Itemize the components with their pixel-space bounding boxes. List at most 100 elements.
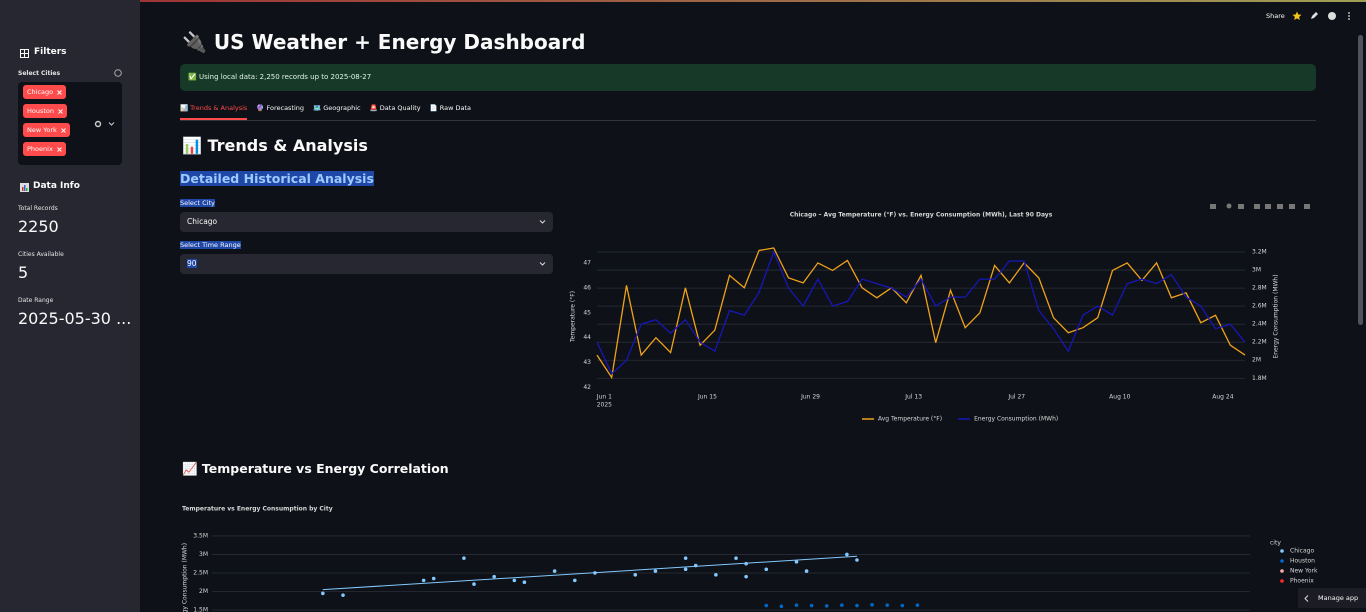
y-axis-title: Temperature (°F) — [570, 291, 577, 343]
city-tag-text: Chicago — [27, 88, 54, 96]
y2-tick-label: 2.6M — [1252, 303, 1267, 310]
scatter-point — [915, 603, 920, 607]
scatter-point — [431, 576, 436, 581]
y2-tick-label: 2.2M — [1252, 339, 1267, 346]
scrollbar[interactable] — [1358, 35, 1363, 325]
remove-icon[interactable] — [60, 127, 66, 133]
y-tick-label: 2.5M — [193, 569, 208, 576]
range-select[interactable]: 90 — [180, 254, 553, 274]
metric-value: 5 — [18, 263, 29, 282]
city-tag-text: Phoenix — [27, 145, 53, 153]
city-tag[interactable]: Phoenix — [23, 142, 66, 156]
select-value: Chicago — [187, 217, 218, 226]
city-select[interactable]: Chicago — [180, 212, 553, 232]
metric-label: Total Records — [18, 205, 58, 212]
multiselect-controls[interactable] — [94, 120, 116, 128]
select-label: Select Time Range — [180, 241, 241, 249]
legend-label: Avg Temperature (°F) — [878, 416, 942, 423]
scatter-point — [734, 556, 738, 560]
tab[interactable]: 🗺️ Geographic — [313, 104, 361, 112]
x-tick-label: Jul 27 — [1007, 394, 1025, 401]
city-tag[interactable]: Chicago — [23, 85, 67, 99]
trend-line — [322, 555, 858, 591]
legend-swatch — [1280, 559, 1284, 563]
scatter-point — [744, 561, 748, 566]
y-tick-label: 3M — [199, 551, 208, 558]
modebar — [1210, 203, 1310, 209]
toolbar-icons[interactable] — [1292, 11, 1358, 21]
x-year-label: 2025 — [597, 402, 612, 409]
x-tick-label: Jun 29 — [800, 394, 820, 401]
legend-swatch — [1280, 549, 1284, 553]
x-tick-label: Jul 13 — [904, 394, 922, 401]
correlation-title: 📈 Temperature vs Energy Correlation — [182, 461, 449, 476]
y-tick-label: 3.5M — [193, 532, 208, 539]
remove-icon[interactable] — [58, 108, 63, 114]
remove-icon[interactable] — [57, 89, 62, 95]
manage-app-button[interactable]: Manage app — [1298, 588, 1366, 608]
metric-value: 2250 — [18, 217, 59, 236]
section-title: 📊 Trends & Analysis — [182, 136, 368, 155]
remove-icon[interactable] — [56, 146, 62, 152]
scatter-point — [845, 552, 849, 557]
y2-tick-label: 2M — [1252, 357, 1261, 364]
legend-label: Phoenix — [1290, 578, 1314, 585]
y2-tick-label: 1.8M — [1252, 375, 1267, 382]
section-subtitle: Detailed Historical Analysis — [180, 171, 374, 186]
y-axis-title: Energy Consumption (MWh) — [182, 543, 189, 612]
scatter-point — [653, 569, 658, 573]
scatter-point — [840, 603, 844, 607]
tab[interactable]: 📄 Raw Data — [429, 104, 472, 112]
help-icon[interactable] — [114, 69, 122, 77]
scatter-point — [321, 591, 325, 596]
tab[interactable]: 📊 Trends & Analysis — [180, 104, 248, 120]
status-text: ✅ Using local data: 2,250 records up to … — [188, 73, 372, 81]
x-tick-label: Aug 24 — [1212, 394, 1233, 401]
x-tick-label: Aug 10 — [1109, 394, 1130, 401]
top-decoration — [140, 0, 1366, 2]
legend-title: city — [1270, 540, 1281, 547]
scatter-point — [462, 556, 466, 560]
y-tick-label: 42 — [583, 384, 591, 391]
scatter-point — [522, 580, 527, 585]
city-tag[interactable]: New York — [23, 123, 70, 137]
scatter-point — [764, 567, 769, 572]
scatter-point — [683, 567, 688, 572]
scatter-point — [809, 603, 814, 608]
scatter-point — [683, 556, 688, 560]
x-tick-label: Jun 1 — [596, 394, 612, 401]
city-multiselect[interactable]: Chicago Houston New York Phoenix — [18, 82, 122, 165]
chevron — [1304, 595, 1309, 602]
scatter-point — [341, 593, 345, 597]
tab-divider — [180, 120, 1316, 121]
scatter-point — [421, 578, 426, 583]
city-tag[interactable]: Houston — [23, 104, 68, 118]
metric-value: 2025-05-30 ... — [18, 309, 132, 328]
share-button[interactable]: Share — [1266, 12, 1285, 20]
legend-swatch — [1280, 579, 1284, 583]
y2-tick-label: 3.2M — [1252, 249, 1267, 256]
scatter-point — [885, 603, 890, 607]
data-info-icon — [20, 183, 29, 192]
filters-title: Filters — [34, 47, 67, 57]
data-info-title: Data Info — [33, 181, 80, 191]
scatter-point — [855, 603, 859, 608]
tab[interactable]: 🔮 Forecasting — [256, 104, 305, 112]
status-alert: ✅ Using local data: 2,250 records up to … — [180, 64, 1316, 91]
select-cities-label: Select Cities — [18, 70, 61, 77]
metric-label: Cities Available — [18, 251, 64, 258]
scatter-point — [714, 573, 718, 577]
y2-tick-label: 3M — [1252, 267, 1261, 274]
scatter-point — [824, 604, 829, 608]
scatter-point — [779, 604, 784, 609]
scatter-point — [870, 603, 874, 607]
scatter-point — [794, 560, 799, 564]
y-tick-label: 43 — [583, 359, 591, 366]
y-tick-label: 44 — [583, 334, 591, 341]
metric-label: Date Range — [18, 297, 54, 304]
tab[interactable]: 🚨 Data Quality — [369, 104, 421, 112]
scatter-point — [804, 569, 809, 573]
legend-label: Energy Consumption (MWh) — [974, 416, 1058, 423]
